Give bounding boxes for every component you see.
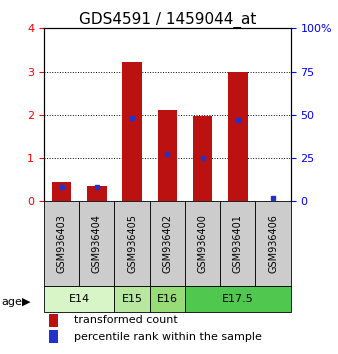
Bar bbox=[49, 314, 58, 327]
Bar bbox=[122, 62, 142, 201]
Text: GSM936401: GSM936401 bbox=[233, 214, 243, 273]
FancyBboxPatch shape bbox=[150, 201, 185, 286]
Bar bbox=[52, 182, 71, 201]
Text: GSM936402: GSM936402 bbox=[162, 214, 172, 273]
Text: GSM936404: GSM936404 bbox=[92, 214, 102, 273]
Text: ▶: ▶ bbox=[22, 297, 30, 307]
Text: E14: E14 bbox=[69, 294, 90, 304]
Text: E17.5: E17.5 bbox=[222, 294, 254, 304]
Bar bbox=[193, 115, 212, 201]
FancyBboxPatch shape bbox=[79, 201, 115, 286]
Text: percentile rank within the sample: percentile rank within the sample bbox=[74, 332, 261, 342]
Text: GSM936403: GSM936403 bbox=[56, 214, 67, 273]
Text: transformed count: transformed count bbox=[74, 315, 177, 325]
Text: GSM936405: GSM936405 bbox=[127, 214, 137, 273]
FancyBboxPatch shape bbox=[185, 201, 220, 286]
Text: GSM936400: GSM936400 bbox=[197, 214, 208, 273]
FancyBboxPatch shape bbox=[115, 201, 150, 286]
Bar bbox=[49, 330, 58, 343]
FancyBboxPatch shape bbox=[115, 286, 150, 312]
FancyBboxPatch shape bbox=[185, 286, 291, 312]
Text: E15: E15 bbox=[122, 294, 143, 304]
FancyBboxPatch shape bbox=[44, 201, 79, 286]
FancyBboxPatch shape bbox=[150, 286, 185, 312]
FancyBboxPatch shape bbox=[220, 201, 256, 286]
Bar bbox=[87, 186, 106, 201]
Bar bbox=[228, 72, 247, 201]
Text: age: age bbox=[2, 297, 23, 307]
Title: GDS4591 / 1459044_at: GDS4591 / 1459044_at bbox=[79, 12, 256, 28]
FancyBboxPatch shape bbox=[44, 286, 115, 312]
Bar bbox=[158, 109, 177, 201]
Text: GSM936406: GSM936406 bbox=[268, 214, 278, 273]
Text: E16: E16 bbox=[157, 294, 178, 304]
FancyBboxPatch shape bbox=[256, 201, 291, 286]
